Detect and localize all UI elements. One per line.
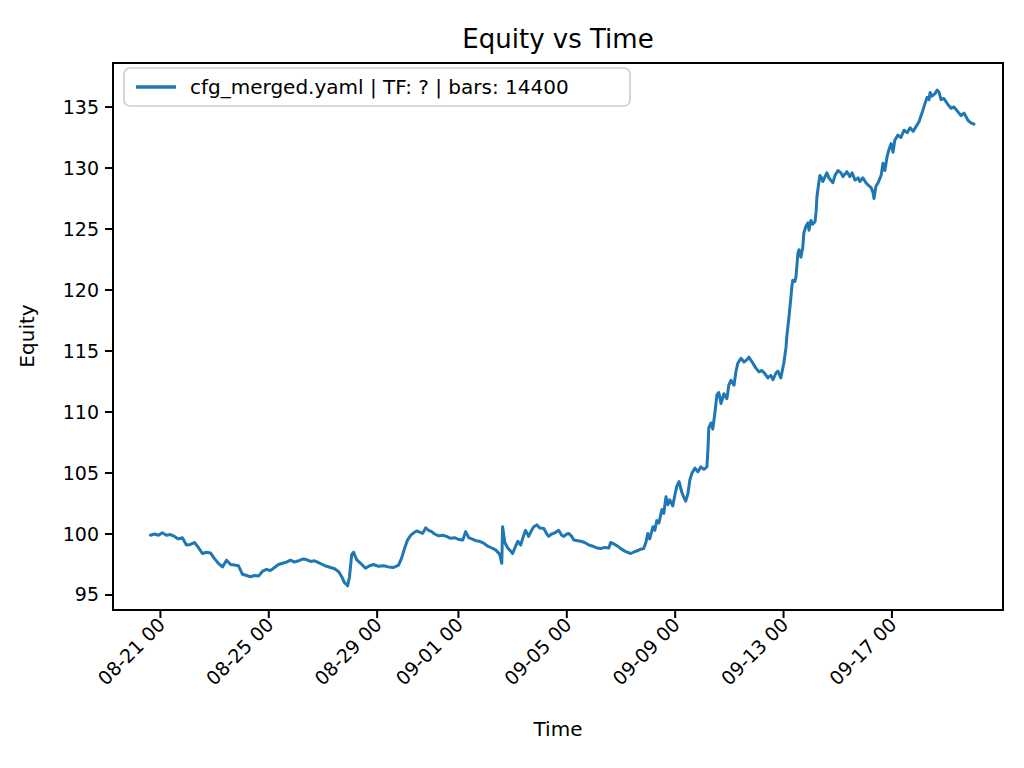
x-tick-label: 09-13 00 [716,613,792,689]
x-tick-label: 08-21 00 [93,613,169,689]
x-tick-label: 09-17 00 [825,613,901,689]
x-tick-label: 08-25 00 [202,613,278,689]
legend-label: cfg_merged.yaml | TF: ? | bars: 14400 [190,75,569,99]
y-tick-label: 130 [63,157,99,179]
x-tick-label: 09-05 00 [500,613,576,689]
y-tick-label: 105 [63,462,99,484]
legend: cfg_merged.yaml | TF: ? | bars: 14400 [124,68,630,106]
y-tick-label: 135 [63,96,99,118]
axes-ticks: 95 100 105 110 115 120 125 130 135 08-21 00 08-25 … [63,96,901,690]
x-tick-label: 08-29 00 [310,613,386,689]
y-tick-label: 125 [63,218,99,240]
chart-title: Equity vs Time [462,24,653,54]
plot-border [113,63,1003,610]
equity-chart-figure: 95 100 105 110 115 120 125 130 135 08-21 00 08-25 … [0,0,1024,768]
y-tick-label: 120 [63,279,99,301]
y-tick-label: 95 [75,583,99,605]
equity-vs-time-chart: 95 100 105 110 115 120 125 130 135 08-21 00 08-25 … [0,0,1024,768]
equity-line-series [150,90,974,586]
x-tick-label: 09-09 00 [608,613,684,689]
x-tick-label: 09-01 00 [391,613,467,689]
y-tick-label: 115 [63,340,99,362]
y-tick-label: 110 [63,401,99,423]
x-axis-label: Time [533,717,583,741]
y-axis-label: Equity [15,304,39,367]
y-tick-label: 100 [63,523,99,545]
